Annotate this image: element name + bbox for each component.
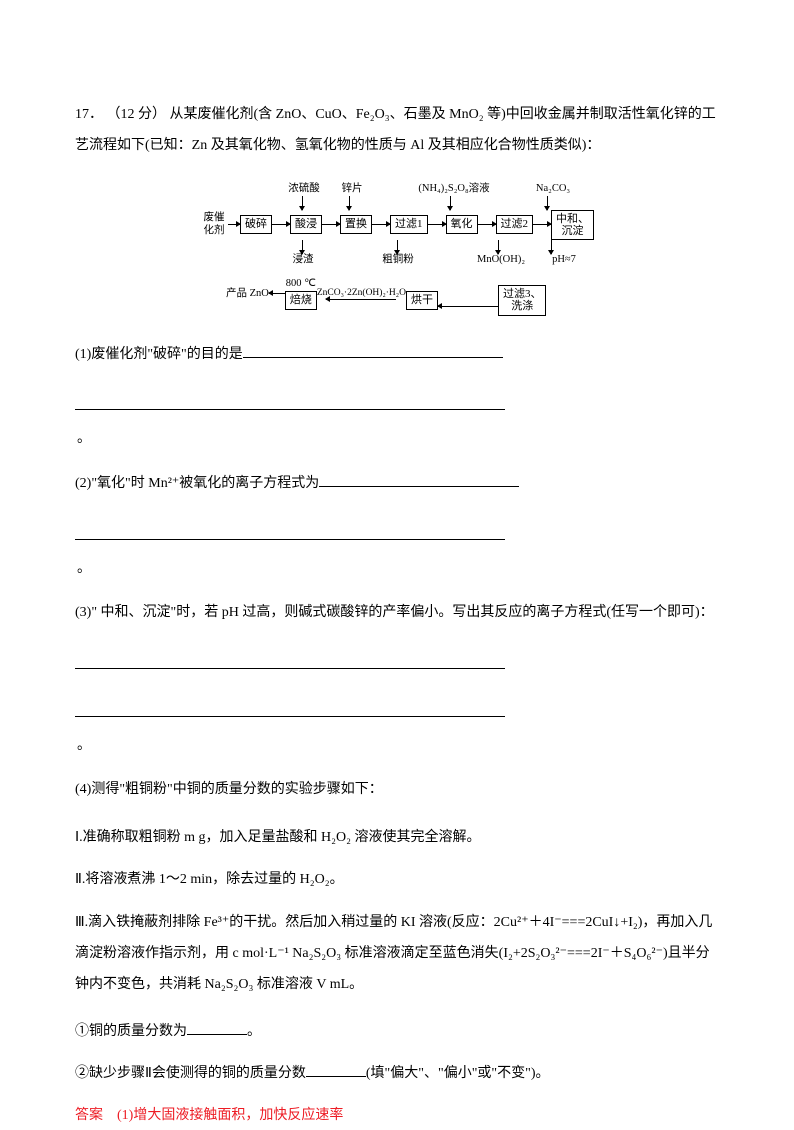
sub-q2-text-b: (填"偏大"、"偏小"或"不变")。 xyxy=(366,1066,550,1081)
step-3-text: Ⅲ.滴入铁掩蔽剂排除 Fe³⁺的干扰。然后加入稍过量的 KI 溶液(反应：2Cu… xyxy=(75,915,712,992)
part-3-text: (3)" 中和、沉淀"时，若 pH 过高，则碱式碳酸锌的产率偏小。写出其反应的离… xyxy=(75,605,714,620)
label-h2so4: 浓硫酸 xyxy=(284,183,324,196)
arrow-left-icon xyxy=(438,306,498,307)
sub-q1-text: ①铜的质量分数为 xyxy=(75,1024,187,1039)
answer-label: 答案 xyxy=(75,1108,103,1123)
label-residue: 浸渣 xyxy=(286,254,320,267)
arrow-left-icon xyxy=(269,293,285,294)
step-3: Ⅲ.滴入铁掩蔽剂排除 Fe³⁺的干扰。然后加入稍过量的 KI 溶液(反应：2Cu… xyxy=(75,908,719,1000)
answer-1: (1)增大固液接触面积，加快反应速率 xyxy=(117,1108,343,1123)
arrow-right-icon xyxy=(322,224,340,225)
arrow-down-icon xyxy=(450,196,451,210)
part-1: (1)废催化剂"破碎"的目的是 xyxy=(75,340,719,371)
step-1: Ⅰ.准确称取粗铜粉 m g，加入足量盐酸和 H₂O₂ 溶液使其完全溶解。 xyxy=(75,824,719,852)
box-filter3: 过滤3、 洗涤 xyxy=(498,285,547,315)
period: 。 xyxy=(247,1024,261,1039)
arrow-right-icon xyxy=(372,224,390,225)
arrow-down-icon xyxy=(349,196,350,210)
box-roast: 焙烧 xyxy=(285,291,317,310)
box-neutralize: 中和、 沉淀 xyxy=(551,210,594,240)
blank-line xyxy=(243,344,503,358)
box-crush: 破碎 xyxy=(240,215,272,234)
blank-line xyxy=(319,473,519,487)
box-oxidize: 氧化 xyxy=(446,215,478,234)
arrow-down-icon xyxy=(302,240,303,254)
box-filter1: 过滤1 xyxy=(390,215,428,234)
stem-text: 从某废催化剂(含 ZnO、CuO、Fe₂O₃、石墨及 MnO₂ 等)中回收金属并… xyxy=(75,107,716,153)
arrow-right-icon xyxy=(272,224,290,225)
arrow-down-icon xyxy=(397,240,398,254)
part-2: (2)"氧化"时 Mn²⁺被氧化的离子方程式为 xyxy=(75,469,719,500)
answer-block: 答案 (1)增大固液接触面积，加快反应速率 xyxy=(75,1102,719,1130)
part-2-text: (2)"氧化"时 Mn²⁺被氧化的离子方程式为 xyxy=(75,476,319,491)
part-4-text: (4)测得"粗铜粉"中铜的质量分数的实验步骤如下： xyxy=(75,782,383,797)
step-2: Ⅱ.将溶液煮沸 1～2 min，除去过量的 H₂O₂。 xyxy=(75,866,719,894)
blank-line xyxy=(75,518,505,540)
arrow-right-icon xyxy=(478,224,496,225)
box-displace: 置换 xyxy=(340,215,372,234)
arrow-right-icon xyxy=(533,224,551,225)
blank-line xyxy=(187,1021,247,1035)
question-points: （12 分） xyxy=(107,107,167,122)
sub-q1: ①铜的质量分数为 。 xyxy=(75,1018,719,1046)
sub-q2-text-a: ②缺少步骤Ⅱ会使测得的铜的质量分数 xyxy=(75,1066,306,1081)
question-number: 17． xyxy=(75,107,103,122)
arrow-down-icon xyxy=(302,196,303,210)
period: 。 xyxy=(77,431,91,446)
label-ph: pH≈7 xyxy=(544,254,584,267)
box-acid-leach: 酸浸 xyxy=(290,215,322,234)
label-cu-powder: 粗铜粉 xyxy=(376,254,420,267)
label-zn: 锌片 xyxy=(332,183,372,196)
output-label: 产品 ZnO xyxy=(226,288,269,301)
label-na2co3: Na₂CO₃ xyxy=(530,183,576,196)
box-dry: 烘干 xyxy=(406,291,438,310)
label-oxidant: (NH₄)₂S₂O₈溶液 xyxy=(414,183,494,196)
period: 。 xyxy=(77,738,91,753)
box-filter2: 过滤2 xyxy=(496,215,534,234)
label-mnooh2: MnO(OH)₂ xyxy=(470,254,532,267)
blank-line xyxy=(75,388,505,410)
part-4: (4)测得"粗铜粉"中铜的质量分数的实验步骤如下： xyxy=(75,775,719,806)
arrow-down-icon xyxy=(551,240,552,254)
step-2-text: Ⅱ.将溶液煮沸 1～2 min，除去过量的 H₂O₂。 xyxy=(75,872,344,887)
input-label: 废催 化剂 xyxy=(200,212,228,237)
arrow-left-icon xyxy=(326,299,396,300)
question-stem: 17． （12 分） 从某废催化剂(含 ZnO、CuO、Fe₂O₃、石墨及 Mn… xyxy=(75,100,719,162)
blank-line xyxy=(306,1063,366,1077)
part-3: (3)" 中和、沉淀"时，若 pH 过高，则碱式碳酸锌的产率偏小。写出其反应的离… xyxy=(75,598,719,629)
arrow-right-icon xyxy=(428,224,446,225)
sub-q2: ②缺少步骤Ⅱ会使测得的铜的质量分数 (填"偏大"、"偏小"或"不变")。 xyxy=(75,1060,719,1088)
arrow-down-icon xyxy=(498,240,499,254)
blank-line xyxy=(75,695,505,717)
label-temp: 800 ℃ xyxy=(286,278,316,291)
period: 。 xyxy=(77,561,91,576)
process-flow-diagram: 浓硫酸 锌片 (NH₄)₂S₂O₈溶液 Na₂CO₃ 废催 化剂 破碎 酸浸 xyxy=(75,180,719,316)
part-1-text: (1)废催化剂"破碎"的目的是 xyxy=(75,347,243,362)
step-1-text: Ⅰ.准确称取粗铜粉 m g，加入足量盐酸和 H₂O₂ 溶液使其完全溶解。 xyxy=(75,830,481,845)
arrow-down-icon xyxy=(547,196,548,210)
arrow-right-icon xyxy=(228,224,240,225)
blank-line xyxy=(75,647,505,669)
